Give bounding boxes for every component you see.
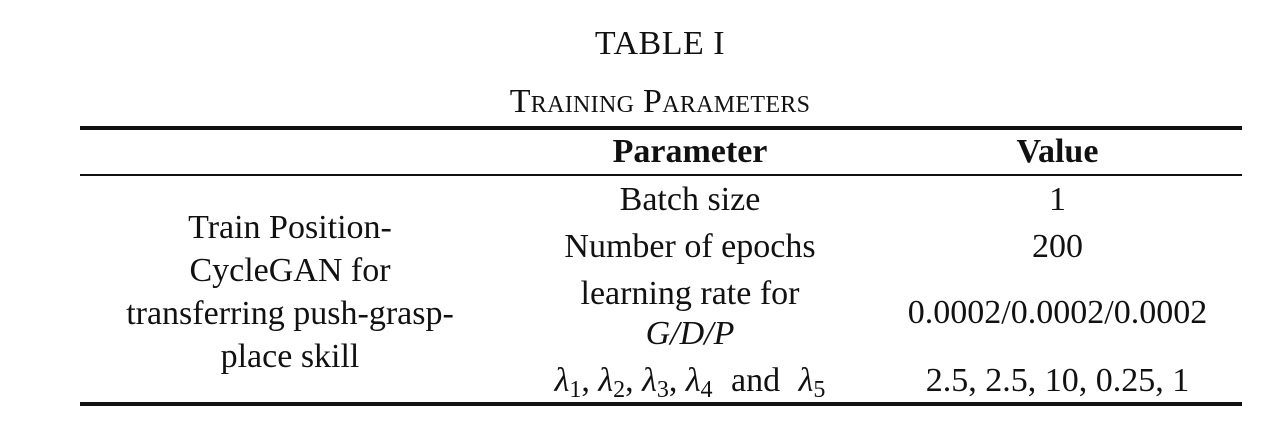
row-learning-rate-value: 0.0002/0.0002/0.0002 bbox=[907, 294, 1208, 331]
header-value: Value bbox=[1016, 133, 1099, 170]
group-label-line: transferring push-grasp- bbox=[126, 295, 454, 332]
lambda-symbol: λ bbox=[642, 362, 657, 399]
lambda-subscript: 3 bbox=[656, 377, 669, 403]
table-top-rule bbox=[80, 126, 1242, 130]
row-batch-size-value: 1 bbox=[1049, 181, 1066, 218]
lambda-symbol: λ bbox=[798, 362, 814, 399]
and-text: and bbox=[731, 362, 781, 399]
table-bottom-rule bbox=[80, 402, 1242, 406]
row-learning-rate-parameter-line1: learning rate for bbox=[580, 275, 800, 312]
lambda-subscript: 1 bbox=[569, 377, 582, 403]
group-label-line: place skill bbox=[220, 338, 360, 375]
lambda-subscript: 4 bbox=[700, 377, 713, 403]
lambda-symbol: λ bbox=[554, 362, 570, 399]
group-label: Train Position- CycleGAN for transferrin… bbox=[95, 206, 485, 378]
row-batch-size-parameter: Batch size bbox=[619, 181, 761, 218]
table-header-rule bbox=[80, 174, 1242, 176]
group-label-line: CycleGAN for bbox=[189, 252, 391, 289]
header-parameter: Parameter bbox=[612, 133, 768, 170]
table-number: TABLE I bbox=[594, 25, 726, 62]
lambda-symbol: λ bbox=[685, 362, 701, 399]
group-label-line: Train Position- bbox=[188, 209, 392, 246]
table-title: Training Parameters bbox=[509, 83, 811, 120]
separator: , bbox=[625, 362, 634, 399]
row-epochs-parameter: Number of epochs bbox=[564, 228, 816, 265]
row-lambda-parameter: λ1, λ2, λ3, λ4 and λ5 bbox=[520, 361, 860, 410]
row-lambda-value: 2.5, 2.5, 10, 0.25, 1 bbox=[925, 362, 1190, 399]
lambda-symbol: λ bbox=[598, 362, 614, 399]
row-epochs-value: 200 bbox=[1032, 228, 1083, 265]
lambda-subscript: 2 bbox=[613, 377, 626, 403]
separator: , bbox=[581, 362, 590, 399]
separator: , bbox=[668, 362, 678, 399]
row-learning-rate-parameter-line2: G/D/P bbox=[645, 315, 735, 352]
lambda-subscript: 5 bbox=[813, 377, 826, 403]
